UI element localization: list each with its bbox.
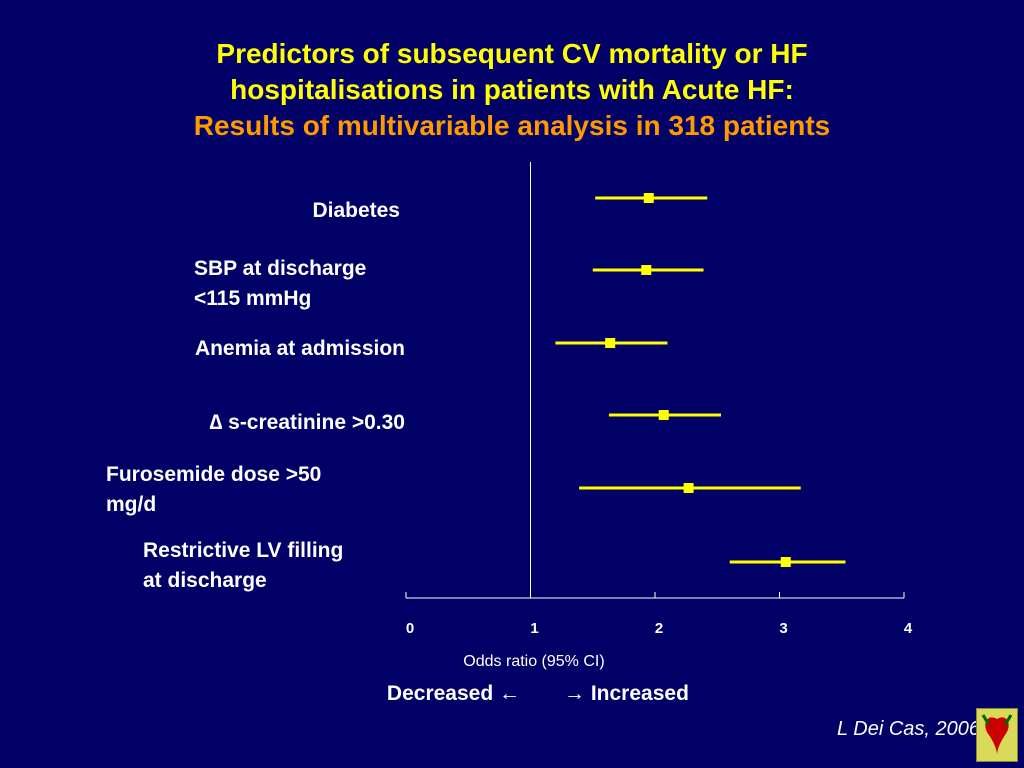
row-label-sbp: SBP at discharge <115 mmHg [194, 257, 367, 310]
x-tick-label: 3 [779, 620, 787, 637]
direction-increased: → Increased [564, 682, 689, 705]
row-label-diabetes: Diabetes [312, 199, 400, 222]
row-label-lv-filling: Restrictive LV filling at discharge [143, 539, 344, 592]
citation: L Dei Cas, 2006 [836, 718, 980, 740]
point-estimate [780, 557, 791, 567]
logo-icon [976, 708, 1018, 762]
point-estimate [641, 265, 652, 275]
row-label-furosemide: Furosemide dose >50 mg/d [106, 463, 322, 516]
point-estimate [643, 193, 654, 203]
title-line-3: Results of multivariable analysis in 318… [193, 110, 831, 141]
x-tick-label: 2 [655, 620, 663, 637]
x-tick-label: 0 [406, 620, 414, 637]
slide-title: Predictors of subsequent CV mortality or… [0, 36, 1024, 144]
direction-decreased: Decreased ← [387, 682, 520, 705]
x-tick-label: 4 [904, 620, 913, 637]
x-axis-label: Odds ratio (95% CI) [463, 653, 604, 670]
x-tick-label: 1 [530, 620, 538, 637]
row-label-anemia: Anemia at admission [194, 337, 405, 360]
point-estimate [658, 410, 669, 420]
title-line-2: hospitalisations in patients with Acute … [230, 74, 794, 105]
point-estimate [605, 338, 616, 348]
row-label-creatinine: ∆ s-creatinine >0.30 [209, 411, 405, 434]
point-estimate [683, 483, 694, 493]
title-line-1: Predictors of subsequent CV mortality or… [216, 38, 808, 69]
